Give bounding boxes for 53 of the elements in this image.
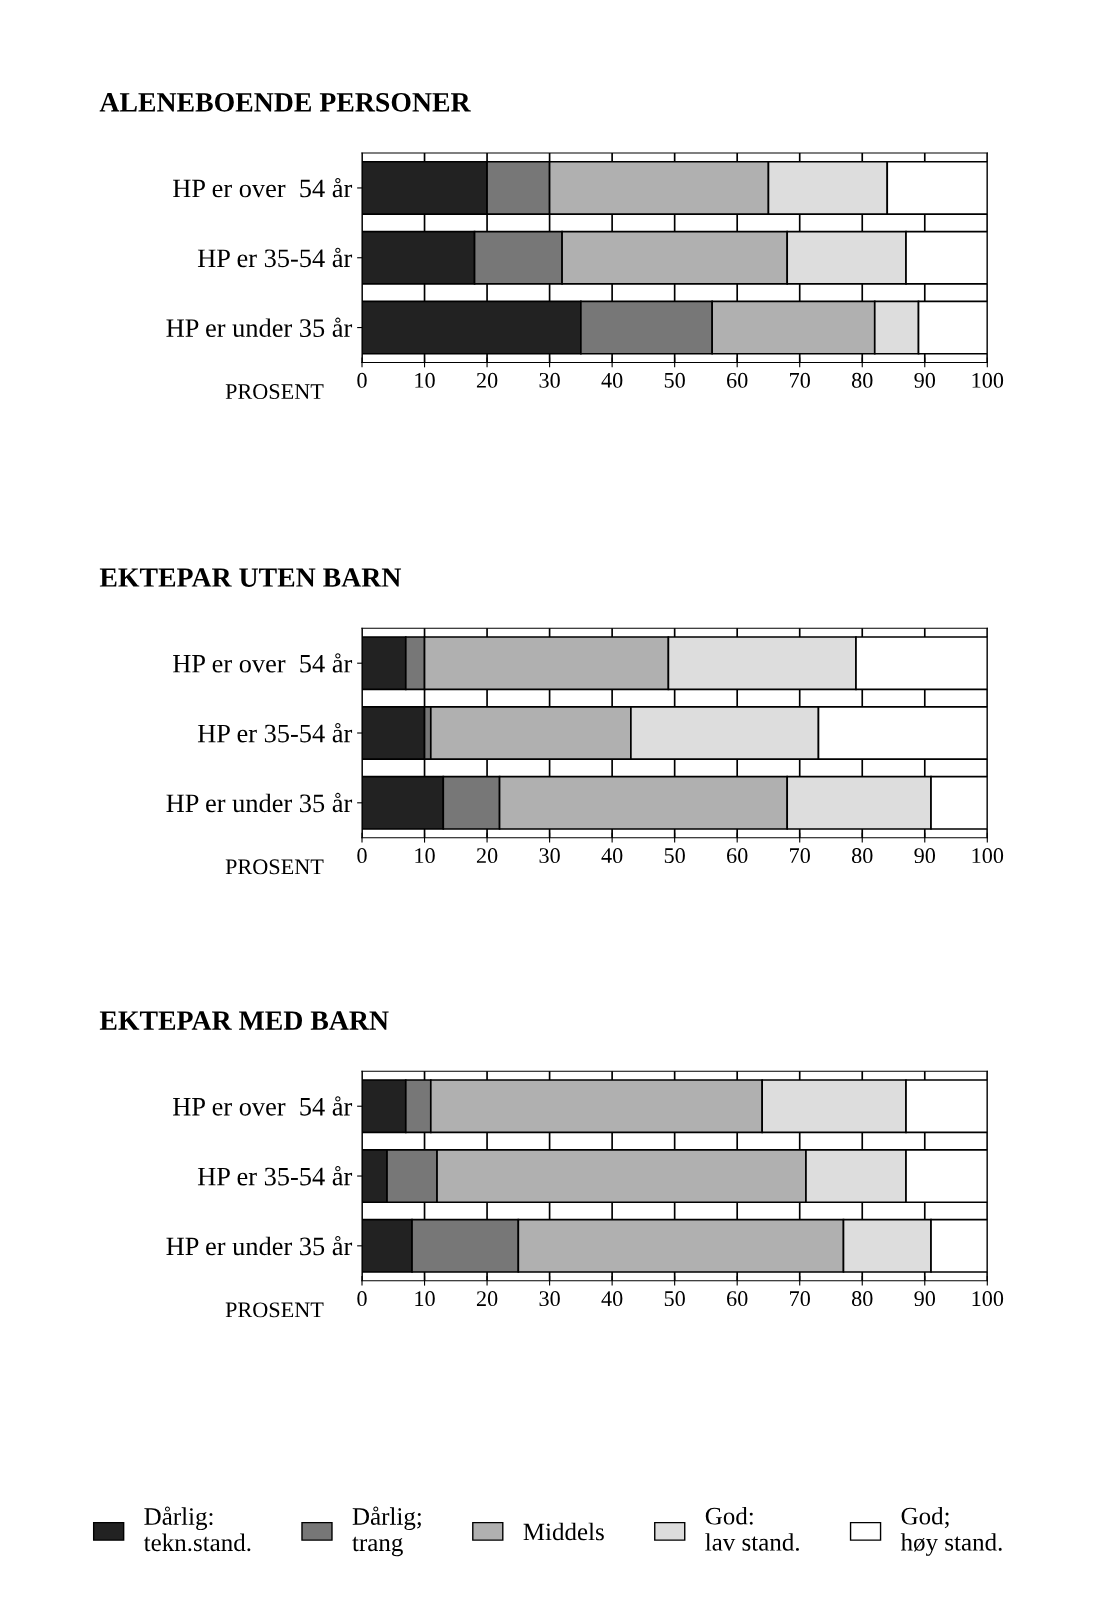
x-tick-label: 30 bbox=[539, 372, 560, 388]
x-tick-label: 40 bbox=[601, 848, 623, 864]
x-tick-label: 40 bbox=[601, 372, 623, 388]
chart-title: ALENEBOENDE PERSONER bbox=[99, 92, 471, 112]
legend-label: Dårlig: tekn.stand. bbox=[143, 1506, 251, 1552]
y-tick-label: HP er over 54 år bbox=[173, 1096, 353, 1116]
x-tick-label: 60 bbox=[727, 848, 748, 864]
y-tick-label: HP er under 35 år bbox=[166, 1235, 353, 1256]
x-tick-label: 30 bbox=[539, 1291, 560, 1307]
y-tick-label: HP er 35-54 år bbox=[197, 1166, 353, 1186]
y-tick-label: HP er 35-54 år bbox=[197, 247, 353, 268]
x-tick-label: 90 bbox=[914, 1291, 936, 1307]
x-tick-label: 50 bbox=[664, 848, 685, 864]
x-tick-label: 100 bbox=[972, 848, 1004, 864]
x-tick-label: 50 bbox=[664, 372, 685, 388]
x-tick-label: 20 bbox=[476, 848, 498, 864]
legend-label: God: lav stand. bbox=[705, 1507, 799, 1551]
x-tick-label: 80 bbox=[851, 1291, 873, 1307]
x-tick-label: 60 bbox=[727, 1291, 748, 1307]
y-tick-label: HP er over 54 år bbox=[173, 653, 353, 673]
x-tick-label: 100 bbox=[972, 1291, 1004, 1307]
legend-label: God; høy stand. bbox=[900, 1506, 1002, 1556]
x-tick-label: 100 bbox=[972, 372, 1004, 388]
x-tick-label: 70 bbox=[790, 848, 810, 864]
x-tick-label: 0 bbox=[357, 372, 367, 388]
x-tick-label: 40 bbox=[601, 1291, 623, 1307]
x-axis-title: PROSENT bbox=[225, 859, 324, 875]
x-axis-title: PROSENT bbox=[225, 1302, 324, 1318]
x-tick-label: 10 bbox=[415, 1291, 435, 1307]
x-tick-label: 20 bbox=[476, 372, 498, 388]
x-tick-label: 20 bbox=[476, 1291, 498, 1307]
x-tick-label: 70 bbox=[790, 372, 810, 388]
chart-title: EKTEPAR MED BARN bbox=[99, 1011, 389, 1030]
x-tick-label: 70 bbox=[790, 1291, 810, 1307]
x-tick-label: 90 bbox=[914, 372, 936, 388]
legend-label: Middels bbox=[523, 1522, 604, 1541]
x-tick-label: 0 bbox=[357, 1291, 367, 1307]
x-tick-label: 0 bbox=[357, 848, 367, 864]
chart-title: EKTEPAR UTEN BARN bbox=[99, 568, 402, 587]
y-tick-label: HP er 35-54 år bbox=[197, 723, 353, 743]
x-tick-label: 10 bbox=[415, 848, 435, 864]
x-tick-label: 80 bbox=[851, 848, 873, 864]
x-tick-label: 90 bbox=[914, 848, 936, 864]
x-tick-label: 50 bbox=[664, 1291, 685, 1307]
y-tick-label: HP er over 54 år bbox=[173, 178, 353, 198]
y-tick-label: HP er under 35 år bbox=[166, 792, 353, 813]
legend-label: Dårlig; trang bbox=[352, 1506, 421, 1557]
y-tick-label: HP er under 35 år bbox=[166, 317, 353, 337]
x-tick-label: 60 bbox=[727, 372, 748, 388]
x-tick-label: 10 bbox=[415, 372, 435, 388]
x-tick-label: 30 bbox=[539, 848, 560, 864]
x-tick-label: 80 bbox=[851, 372, 873, 388]
x-axis-title: PROSENT bbox=[225, 384, 324, 400]
